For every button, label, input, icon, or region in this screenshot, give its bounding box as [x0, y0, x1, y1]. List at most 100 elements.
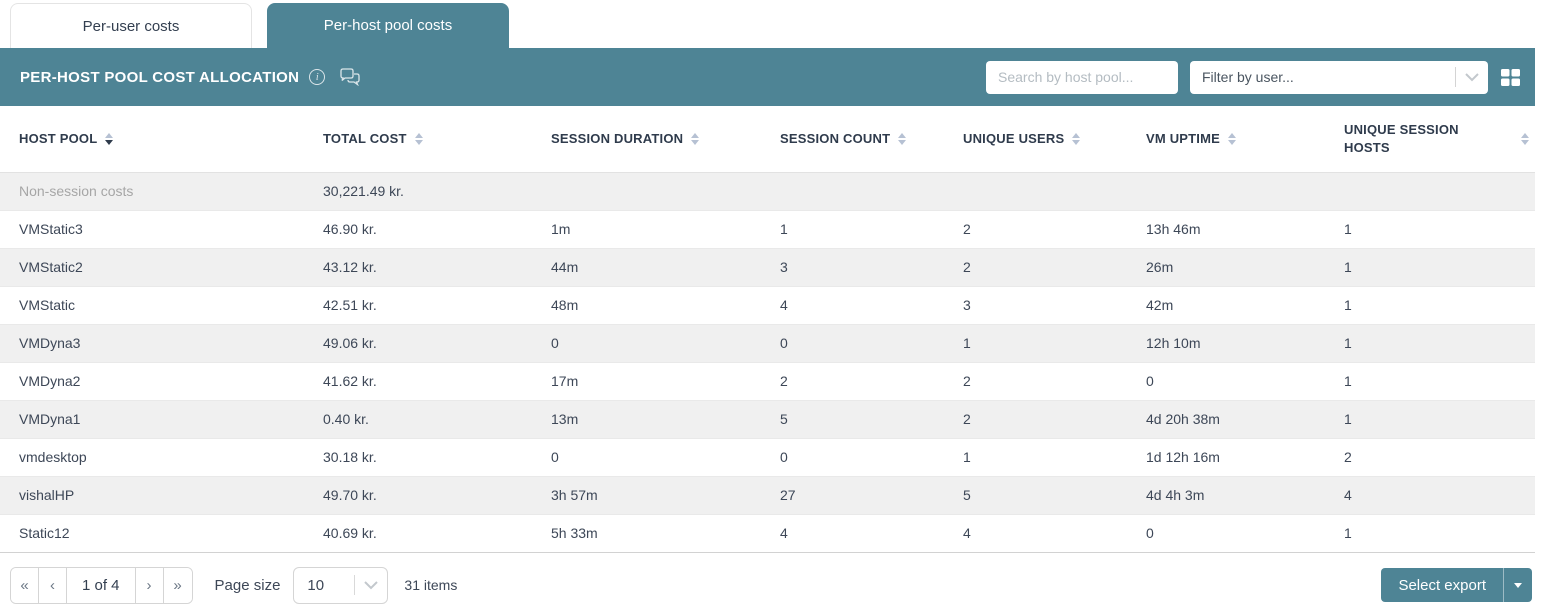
- table-view-icon[interactable]: [1500, 68, 1521, 87]
- column-label: TOTAL COST: [323, 131, 407, 147]
- column-header-unique_session_hosts[interactable]: UNIQUE SESSION HOSTS: [1325, 106, 1535, 173]
- caret-down-icon: [1514, 582, 1522, 588]
- sort-icon: [1228, 132, 1237, 145]
- cell-unique_users: 3: [944, 286, 1127, 325]
- table-row: VMStatic2 43.12 kr. 44m 3 2 26m 1: [0, 248, 1535, 287]
- cell-unique_users: 4: [944, 514, 1127, 553]
- cell-session_count: 4: [761, 286, 944, 325]
- toolbar: PER-HOST POOL COST ALLOCATION i Filter b…: [0, 48, 1535, 106]
- table-row: VMStatic3 46.90 kr. 1m 1 2 13h 46m 1: [0, 210, 1535, 249]
- column-label: SESSION COUNT: [780, 131, 891, 147]
- cell-unique_session_hosts: 1: [1325, 324, 1535, 363]
- column-label: SESSION DURATION: [551, 131, 684, 147]
- next-page-button[interactable]: ›: [135, 567, 164, 603]
- cell-host_pool: Non-session costs: [0, 172, 304, 211]
- last-page-button[interactable]: »: [163, 567, 192, 603]
- pagination: « ‹ 1 of 4 › »: [10, 566, 193, 604]
- table-row: vmdesktop 30.18 kr. 0 0 1 1d 12h 16m 2: [0, 438, 1535, 477]
- cell-session_duration: 48m: [532, 286, 761, 325]
- filter-by-user-dropdown[interactable]: Filter by user...: [1190, 60, 1488, 94]
- cell-unique_session_hosts: [1325, 172, 1535, 211]
- cell-host_pool: VMStatic3: [0, 210, 304, 249]
- tab-per-host-pool-costs[interactable]: Per-host pool costs: [267, 3, 509, 48]
- column-label: VM UPTIME: [1146, 131, 1221, 147]
- filter-placeholder: Filter by user...: [1202, 69, 1294, 85]
- sort-icon: [1521, 132, 1529, 145]
- cell-unique_users: 1: [944, 324, 1127, 363]
- cell-unique_session_hosts: 1: [1325, 286, 1535, 325]
- cell-session_count: 2: [761, 362, 944, 401]
- table-row: VMDyna1 0.40 kr. 13m 5 2 4d 20h 38m 1: [0, 400, 1535, 439]
- cell-vm_uptime: 0: [1127, 514, 1325, 553]
- column-header-total_cost[interactable]: TOTAL COST: [304, 106, 532, 173]
- column-header-vm_uptime[interactable]: VM UPTIME: [1127, 106, 1325, 173]
- first-page-button[interactable]: «: [11, 567, 39, 603]
- cell-session_duration: 17m: [532, 362, 761, 401]
- cell-vm_uptime: 1d 12h 16m: [1127, 438, 1325, 477]
- cell-host_pool: Static12: [0, 514, 304, 553]
- select-export-button: Select export: [1381, 568, 1532, 602]
- page-title: PER-HOST POOL COST ALLOCATION: [20, 68, 300, 86]
- column-header-unique_users[interactable]: UNIQUE USERS: [944, 106, 1127, 173]
- select-export-label[interactable]: Select export: [1381, 568, 1504, 602]
- search-input[interactable]: [986, 60, 1178, 94]
- sort-icon: [414, 132, 423, 145]
- items-count: 31 items: [404, 577, 458, 593]
- prev-page-button[interactable]: ‹: [39, 567, 67, 603]
- table-row: Static12 40.69 kr. 5h 33m 4 4 0 1: [0, 514, 1535, 553]
- cell-session_count: 1: [761, 210, 944, 249]
- cell-session_duration: 44m: [532, 248, 761, 287]
- cell-unique_users: 5: [944, 476, 1127, 515]
- column-header-session_duration[interactable]: SESSION DURATION: [532, 106, 761, 173]
- column-label: UNIQUE SESSION HOSTS: [1344, 122, 1459, 155]
- chevron-down-icon: [1465, 73, 1479, 82]
- cell-host_pool: vishalHP: [0, 476, 304, 515]
- cell-session_count: 3: [761, 248, 944, 287]
- comments-icon[interactable]: [339, 68, 361, 86]
- cell-total_cost: 43.12 kr.: [304, 248, 532, 287]
- page-size-dropdown[interactable]: 10: [293, 566, 389, 604]
- cell-vm_uptime: 26m: [1127, 248, 1325, 287]
- cell-vm_uptime: 13h 46m: [1127, 210, 1325, 249]
- sort-icon: [105, 132, 114, 145]
- info-icon[interactable]: i: [309, 69, 326, 85]
- tab-per-user-costs[interactable]: Per-user costs: [10, 3, 252, 48]
- cell-unique_session_hosts: 2: [1325, 438, 1535, 477]
- cost-allocation-table: HOST POOL TOTAL COST SESSION DURATION SESSI…: [0, 106, 1535, 553]
- cell-unique_session_hosts: 1: [1325, 210, 1535, 249]
- cell-session_duration: 1m: [532, 210, 761, 249]
- cell-host_pool: vmdesktop: [0, 438, 304, 477]
- table-row: VMDyna3 49.06 kr. 0 0 1 12h 10m 1: [0, 324, 1535, 363]
- cell-total_cost: 49.06 kr.: [304, 324, 532, 363]
- cell-session_count: 27: [761, 476, 944, 515]
- cell-unique_users: 1: [944, 438, 1127, 477]
- cell-session_duration: 5h 33m: [532, 514, 761, 553]
- tab-bar: Per-user costs Per-host pool costs: [0, 0, 1542, 48]
- page-indicator: 1 of 4: [67, 567, 136, 603]
- cell-total_cost: 46.90 kr.: [304, 210, 532, 249]
- column-header-host_pool[interactable]: HOST POOL: [0, 106, 304, 173]
- cell-session_count: 0: [761, 324, 944, 363]
- cell-unique_users: 2: [944, 362, 1127, 401]
- cell-total_cost: 30.18 kr.: [304, 438, 532, 477]
- column-header-session_count[interactable]: SESSION COUNT: [761, 106, 944, 173]
- cell-unique_users: 2: [944, 210, 1127, 249]
- divider: [354, 575, 356, 595]
- cell-unique_users: 2: [944, 400, 1127, 439]
- cell-vm_uptime: 12h 10m: [1127, 324, 1325, 363]
- cell-unique_session_hosts: 1: [1325, 362, 1535, 401]
- cell-session_count: [761, 172, 944, 211]
- cell-vm_uptime: 0: [1127, 362, 1325, 401]
- sort-icon: [691, 132, 700, 145]
- cell-unique_session_hosts: 1: [1325, 400, 1535, 439]
- cell-session_duration: [532, 172, 761, 211]
- cell-total_cost: 0.40 kr.: [304, 400, 532, 439]
- cell-vm_uptime: [1127, 172, 1325, 211]
- cell-session_duration: 3h 57m: [532, 476, 761, 515]
- sort-icon: [898, 132, 907, 145]
- sort-icon: [1072, 132, 1081, 145]
- cell-host_pool: VMDyna3: [0, 324, 304, 363]
- export-dropdown-toggle[interactable]: [1504, 568, 1532, 602]
- cell-total_cost: 30,221.49 kr.: [304, 172, 532, 211]
- column-label: UNIQUE USERS: [963, 131, 1065, 147]
